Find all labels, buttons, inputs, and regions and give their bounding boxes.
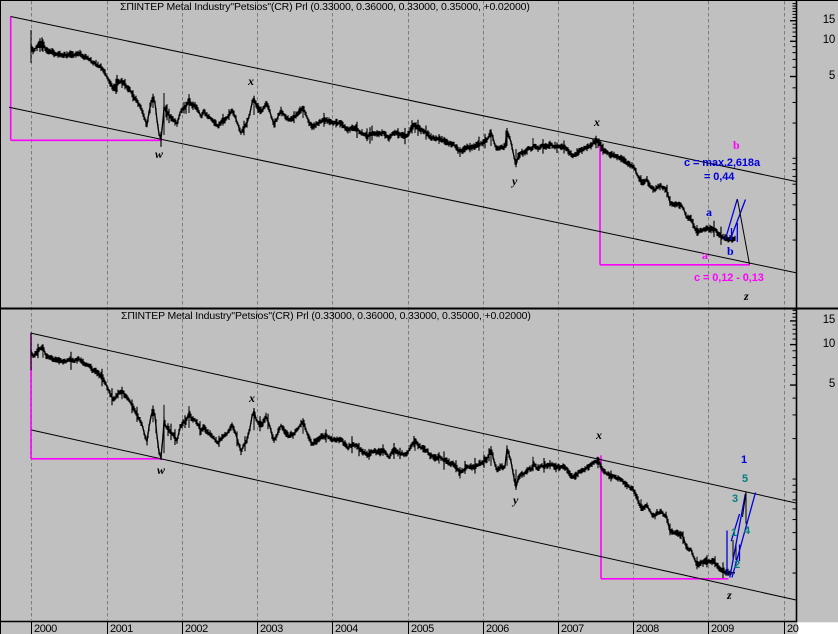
annotation-blue: c = max.2,618a bbox=[684, 157, 760, 169]
projection-line bbox=[737, 199, 750, 265]
y-axis-label: 10 bbox=[822, 337, 836, 350]
annotation-blue: a bbox=[706, 205, 712, 219]
wave-label-y: y bbox=[513, 493, 519, 507]
price-line bbox=[30, 346, 735, 574]
panel2-title: ΣΠΙΝΤΕΡ Metal Industry"Petsios"(CR) Prl … bbox=[121, 310, 531, 322]
annotation-magenta: c = 0,12 - 0,13 bbox=[694, 272, 764, 284]
wave-label-z: z bbox=[744, 289, 749, 303]
annotation-magenta: b bbox=[733, 138, 740, 152]
annotation-blue: = 0,44 bbox=[704, 171, 735, 183]
x-axis-label: 2005 bbox=[411, 623, 434, 634]
annotation-teal: 4 bbox=[744, 525, 751, 537]
x-axis-label: 2009 bbox=[711, 623, 734, 634]
wave-label-x: x bbox=[249, 391, 255, 405]
x-axis-label: 2000 bbox=[34, 623, 57, 634]
price-spikes bbox=[30, 30, 698, 236]
wave-label-x: x bbox=[248, 74, 254, 88]
elliott-blue-line bbox=[724, 198, 738, 240]
wave-label-x: x bbox=[594, 115, 600, 129]
x-axis-label: 2002 bbox=[185, 623, 208, 634]
channel-lower bbox=[8, 106, 797, 274]
x-axis-label: 2001 bbox=[110, 623, 133, 634]
elliott-blue-line bbox=[729, 493, 746, 578]
annotation-teal: 2 bbox=[734, 559, 741, 571]
annotation-blue: b bbox=[727, 244, 734, 258]
corner-block bbox=[797, 622, 838, 634]
projection-line bbox=[742, 491, 747, 518]
y-axis-label: 15 bbox=[822, 313, 836, 326]
y-axis-label: 5 bbox=[828, 69, 835, 82]
elliott-blue-line bbox=[730, 513, 741, 542]
panel1-title: ΣΠΙΝΤΕΡ Metal Industry"Petsios"(CR) Prl … bbox=[120, 1, 530, 13]
price-spikes bbox=[30, 332, 698, 570]
annotation-magenta: a bbox=[702, 248, 708, 262]
channel-upper bbox=[31, 332, 797, 504]
x-axis-label: 2004 bbox=[335, 623, 358, 634]
channel-lower bbox=[31, 429, 797, 601]
annotation-teal: 5 bbox=[742, 473, 749, 485]
annotation-teal: 3 bbox=[732, 493, 739, 505]
y-axis-label: 5 bbox=[828, 378, 835, 391]
annotation-teal: 1 bbox=[731, 527, 738, 539]
x-axis-label: 2006 bbox=[486, 623, 509, 634]
wave-label-w: w bbox=[155, 147, 164, 161]
wave-label-z: z bbox=[727, 588, 732, 602]
wave-label-y: y bbox=[512, 174, 518, 188]
x-axis-label: 2003 bbox=[260, 623, 283, 634]
wave-label-w: w bbox=[157, 463, 166, 477]
price-bars bbox=[30, 343, 732, 579]
elliott-blue-line bbox=[731, 492, 757, 578]
annotation-blue: 1 bbox=[741, 454, 748, 466]
elliott-blue-line bbox=[729, 199, 747, 240]
channel-upper bbox=[10, 16, 797, 182]
wave-label-x: x bbox=[596, 428, 602, 442]
y-axis-label: 15 bbox=[822, 13, 836, 26]
y-axis-label: 10 bbox=[822, 34, 836, 47]
x-axis-label: 2008 bbox=[636, 623, 659, 634]
x-axis-label: 2007 bbox=[561, 623, 584, 634]
x-axis-label: 20 bbox=[787, 623, 799, 634]
